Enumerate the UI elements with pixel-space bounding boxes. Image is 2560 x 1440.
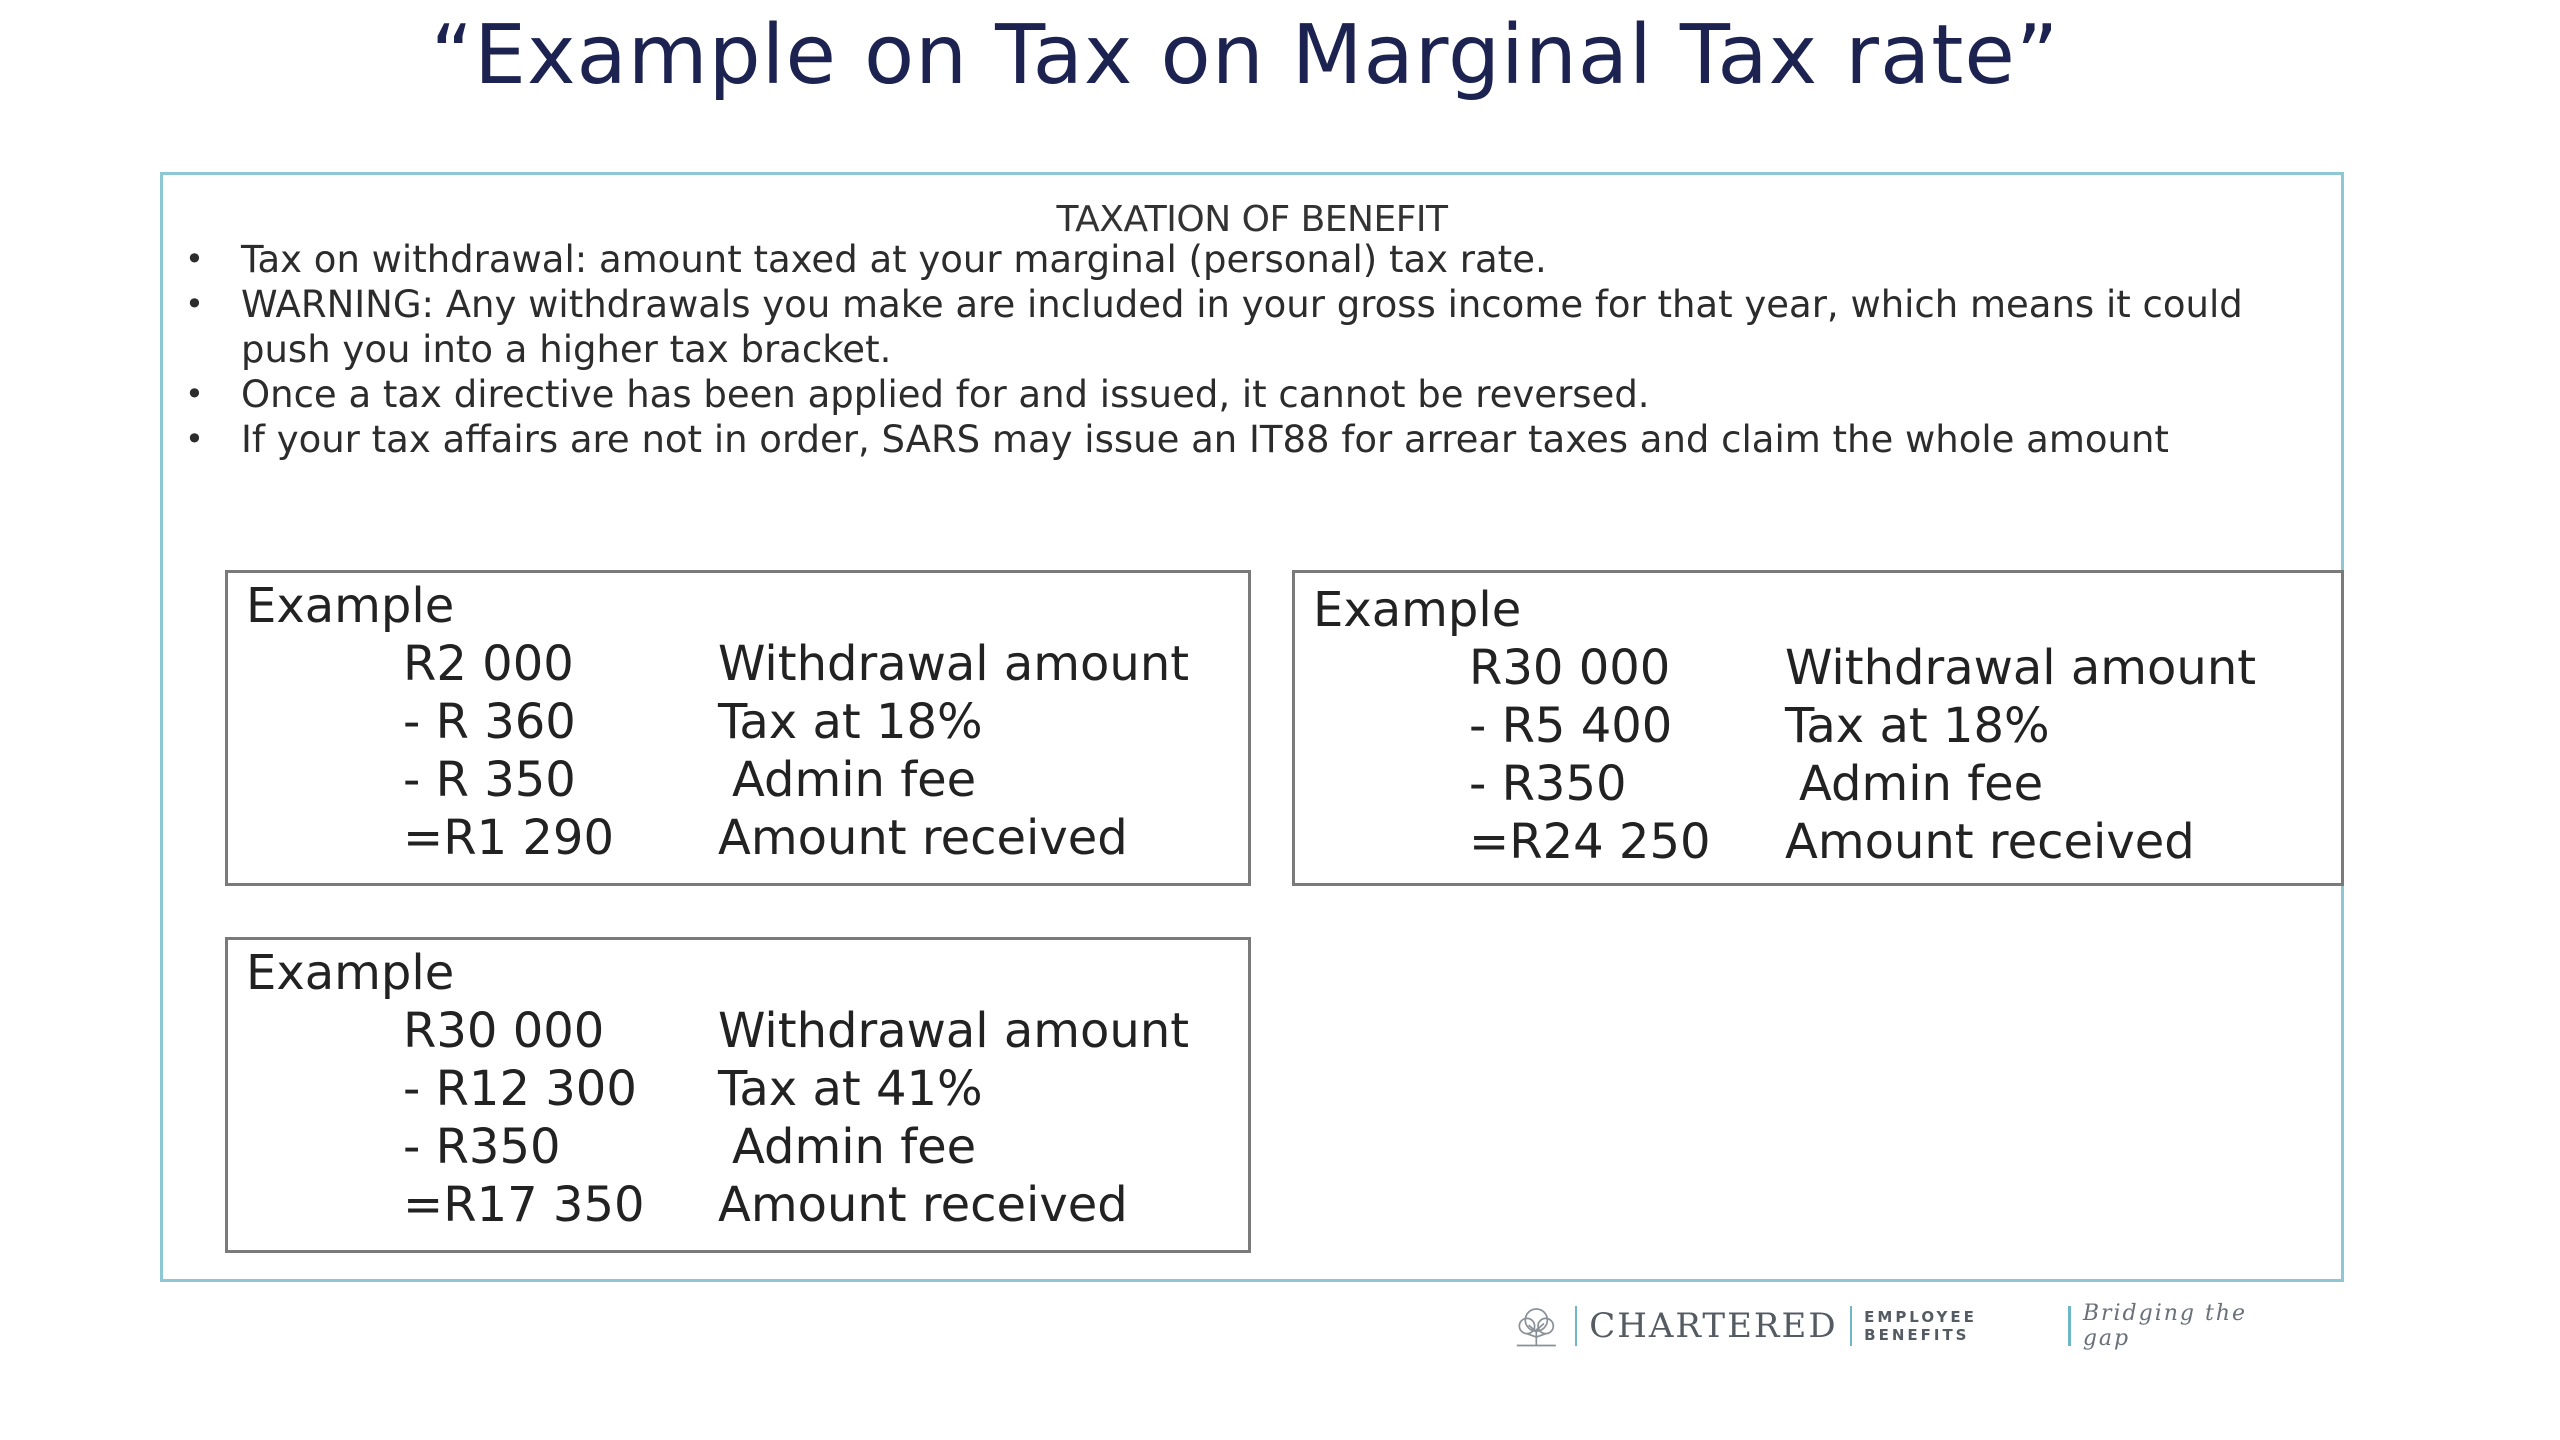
example-amount: - R5 400 xyxy=(1469,698,1673,754)
bullet-item: • Tax on withdrawal: amount taxed at your… xyxy=(179,237,2339,282)
example-heading: Example xyxy=(246,945,455,1001)
example-description: Amount received xyxy=(718,1177,1128,1233)
bullet-icon: • xyxy=(185,420,204,458)
example-row: R30 000 Withdrawal amount xyxy=(228,1002,1248,1060)
example-row: - R 350 Admin fee xyxy=(228,751,1248,809)
example-heading: Example xyxy=(1313,582,1522,638)
example-amount: =R24 250 xyxy=(1469,814,1711,870)
example-box-3: Example R30 000 Withdrawal amount - R12 … xyxy=(225,937,1251,1253)
example-amount: =R1 290 xyxy=(403,810,614,866)
example-description: Tax at 18% xyxy=(1785,698,2050,754)
taxation-panel: TAXATION OF BENEFIT • Tax on withdrawal: … xyxy=(160,172,2344,1282)
bullet-text: If your tax affairs are not in order, SA… xyxy=(241,418,2169,461)
bullet-item: • If your tax affairs are not in order, S… xyxy=(179,417,2339,462)
footer-separator xyxy=(1849,1306,1853,1346)
footer-separator xyxy=(1574,1306,1578,1346)
example-description: Amount received xyxy=(1785,814,2195,870)
example-description: Admin fee xyxy=(1799,756,2044,812)
brand-name: CHARTERED xyxy=(1589,1306,1838,1346)
example-amount: R30 000 xyxy=(403,1003,605,1059)
example-description: Tax at 41% xyxy=(718,1061,983,1117)
example-description: Tax at 18% xyxy=(718,694,983,750)
example-description: Admin fee xyxy=(732,1119,977,1175)
bullet-icon: • xyxy=(185,240,204,278)
footer-branding: CHARTERED EMPLOYEE BENEFITS Bridging the… xyxy=(1510,1296,2270,1356)
example-heading: Example xyxy=(246,578,455,634)
bullet-list: • Tax on withdrawal: amount taxed at your… xyxy=(179,237,2339,462)
example-amount: - R12 300 xyxy=(403,1061,637,1117)
panel-heading: TAXATION OF BENEFIT xyxy=(1056,199,1448,240)
brand-tagline: Bridging the gap xyxy=(2082,1301,2248,1351)
example-amount: - R 350 xyxy=(403,752,576,808)
bullet-item: • WARNING: Any withdrawals you make are i… xyxy=(179,282,2339,372)
example-amount: - R350 xyxy=(1469,756,1627,812)
example-box-2: Example R30 000 Withdrawal amount - R5 4… xyxy=(1292,570,2344,886)
example-description: Withdrawal amount xyxy=(718,636,1190,692)
example-row: - R 360 Tax at 18% xyxy=(228,693,1248,751)
example-row: R2 000 Withdrawal amount xyxy=(228,635,1248,693)
slide-title: “Example on Tax on Marginal Tax rate” xyxy=(430,8,2060,103)
example-amount: - R350 xyxy=(403,1119,561,1175)
example-row: - R12 300 Tax at 41% xyxy=(228,1060,1248,1118)
example-box-1: Example R2 000 Withdrawal amount - R 360… xyxy=(225,570,1251,886)
example-amount: R2 000 xyxy=(403,636,574,692)
footer-separator xyxy=(2068,1306,2071,1346)
bullet-icon: • xyxy=(185,375,204,413)
bullet-text: Once a tax directive has been applied fo… xyxy=(241,373,1650,416)
bullet-text: Tax on withdrawal: amount taxed at your … xyxy=(241,238,1547,281)
bullet-icon: • xyxy=(185,285,204,323)
bullet-item: • Once a tax directive has been applied f… xyxy=(179,372,2339,417)
example-row: =R17 350 Amount received xyxy=(228,1176,1248,1234)
example-description: Amount received xyxy=(718,810,1128,866)
example-row: - R350 Admin fee xyxy=(228,1118,1248,1176)
bullet-text: WARNING: Any withdrawals you make are in… xyxy=(241,283,2243,371)
example-description: Admin fee xyxy=(732,752,977,808)
tree-logo-icon xyxy=(1516,1308,1556,1347)
example-row: - R5 400 Tax at 18% xyxy=(1295,697,2341,755)
example-amount: R30 000 xyxy=(1469,640,1671,696)
brand-subtitle: EMPLOYEE BENEFITS xyxy=(1864,1308,1977,1344)
example-row: - R350 Admin fee xyxy=(1295,755,2341,813)
example-description: Withdrawal amount xyxy=(1785,640,2257,696)
example-row: =R1 290 Amount received xyxy=(228,809,1248,867)
example-description: Withdrawal amount xyxy=(718,1003,1190,1059)
example-amount: =R17 350 xyxy=(403,1177,645,1233)
example-row: =R24 250 Amount received xyxy=(1295,813,2341,871)
example-amount: - R 360 xyxy=(403,694,576,750)
example-row: R30 000 Withdrawal amount xyxy=(1295,639,2341,697)
